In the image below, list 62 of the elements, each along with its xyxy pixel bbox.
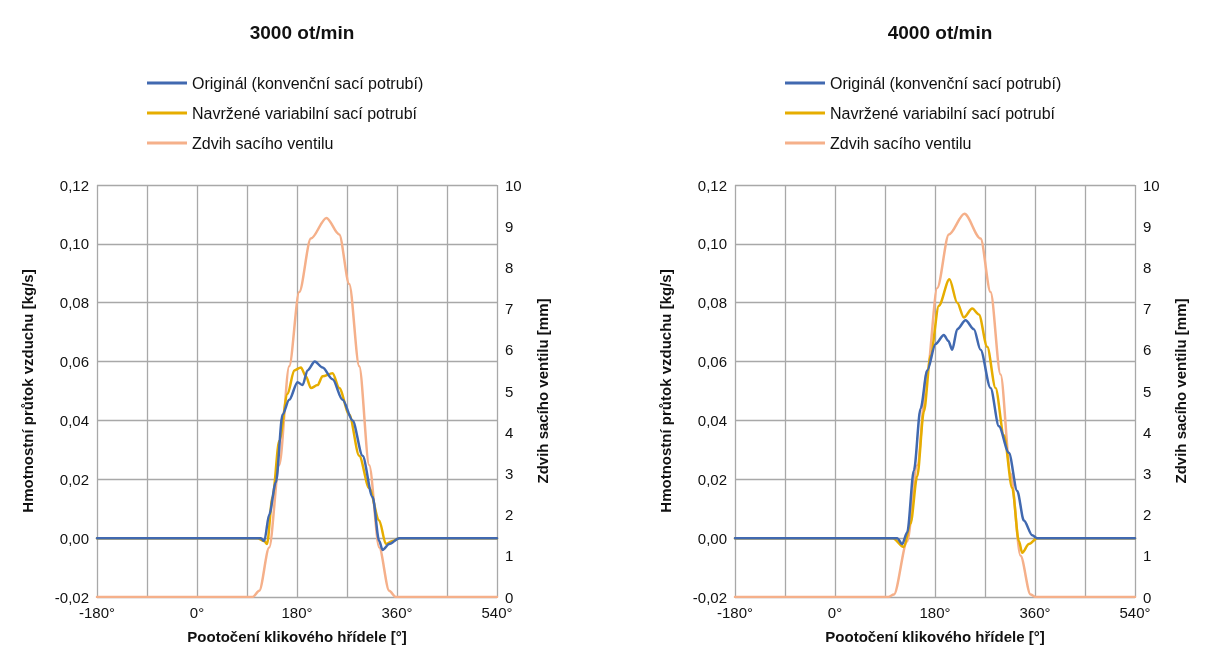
y2-tick-label: 10	[1143, 176, 1160, 194]
y-tick-label: 0,12	[697, 176, 727, 194]
x-tick-label: -180°	[78, 604, 116, 621]
y2-tick-label: 2	[1143, 506, 1152, 524]
y-tick-label: 0,08	[697, 294, 727, 312]
y2-tick-label: 8	[505, 258, 514, 276]
legend-label: Zdvih sacího ventilu	[830, 134, 972, 152]
y2-tick-label: 4	[1143, 423, 1152, 441]
x-tick-label: 360°	[381, 604, 413, 621]
x-tick-label: 540°	[481, 604, 513, 621]
y2-tick-label: 4	[505, 423, 514, 441]
chart-title: 4000 ot/min	[887, 22, 993, 43]
y2-tick-label: 0	[505, 588, 514, 606]
y-tick-label: 0,00	[59, 529, 89, 547]
y-tick-label: 0,04	[697, 411, 727, 429]
y2-tick-label: 5	[1143, 382, 1152, 400]
y-tick-label: 0,08	[59, 294, 89, 312]
y2-tick-label: 6	[505, 341, 514, 359]
y2-tick-label: 0	[1143, 588, 1152, 606]
y-tick-label: 0,06	[59, 353, 89, 371]
y2-tick-label: 9	[505, 217, 514, 235]
x-axis-title: Pootočení klikového hřídele [°]	[187, 628, 407, 645]
y-tick-label: 0,02	[697, 470, 727, 488]
y2-tick-label: 10	[505, 176, 522, 194]
y-tick-label: 0,10	[59, 235, 89, 253]
y2-tick-label: 9	[1143, 217, 1152, 235]
y2-tick-label: 1	[505, 547, 514, 565]
y2-axis-title: Zdvih sacího ventilu [mm]	[1172, 298, 1189, 484]
x-tick-label: 180°	[281, 604, 313, 621]
y2-tick-label: 5	[505, 382, 514, 400]
y-tick-label: 0,04	[59, 411, 89, 429]
y-axis-title: Hmotnostní průtok vzduchu [kg/s]	[19, 269, 36, 513]
x-tick-label: 0°	[189, 604, 205, 621]
y-tick-label: 0,06	[697, 353, 727, 371]
y2-tick-label: 8	[1143, 258, 1152, 276]
y-tick-label: -0,02	[54, 588, 89, 606]
y2-tick-label: 1	[1143, 547, 1152, 565]
chart-title: 3000 ot/min	[249, 22, 355, 43]
y2-axis-title: Zdvih sacího ventilu [mm]	[534, 298, 551, 484]
y2-tick-label: 3	[505, 464, 514, 482]
legend-label: Originál (konvenční sací potrubí)	[830, 74, 1062, 92]
legend-label: Navržené variabilní sací potrubí	[192, 104, 418, 122]
x-tick-label: 360°	[1019, 604, 1051, 621]
x-tick-label: 0°	[827, 604, 843, 621]
y-tick-label: 0,00	[697, 529, 727, 547]
x-tick-label: -180°	[716, 604, 754, 621]
legend-label: Originál (konvenční sací potrubí)	[192, 74, 424, 92]
legend-label: Navržené variabilní sací potrubí	[830, 104, 1056, 122]
x-tick-label: 540°	[1119, 604, 1151, 621]
y-tick-label: 0,12	[59, 176, 89, 194]
y2-tick-label: 3	[1143, 464, 1152, 482]
y-tick-label: -0,02	[692, 588, 727, 606]
x-tick-label: 180°	[919, 604, 951, 621]
y2-tick-label: 2	[505, 506, 514, 524]
legend-label: Zdvih sacího ventilu	[192, 134, 334, 152]
y-axis-title: Hmotnostní průtok vzduchu [kg/s]	[657, 269, 674, 513]
y-tick-label: 0,02	[59, 470, 89, 488]
y2-tick-label: 6	[1143, 341, 1152, 359]
y2-tick-label: 7	[1143, 300, 1152, 318]
y2-tick-label: 7	[505, 300, 514, 318]
y-tick-label: 0,10	[697, 235, 727, 253]
x-axis-title: Pootočení klikového hřídele [°]	[825, 628, 1045, 645]
